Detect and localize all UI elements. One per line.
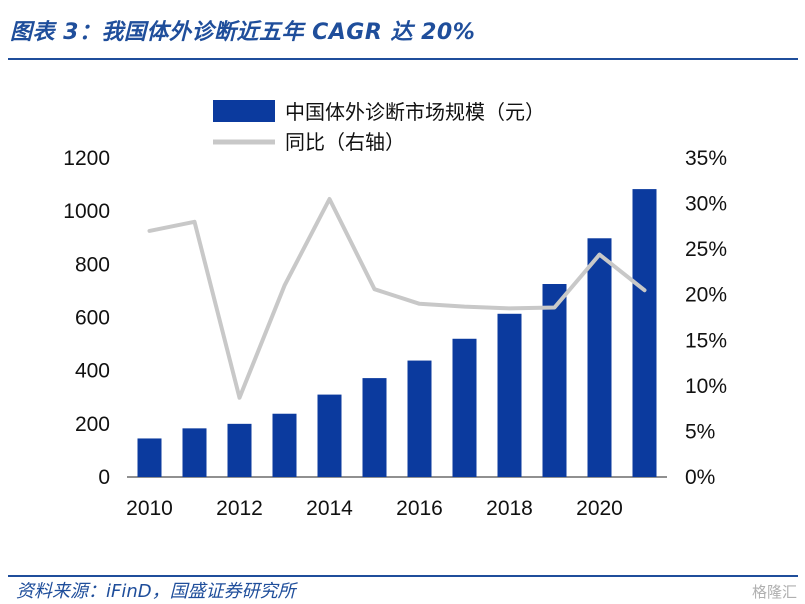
bar-2020	[587, 238, 612, 477]
bar-2015	[362, 378, 387, 477]
source-divider	[8, 575, 798, 577]
y-left-tick-label: 200	[75, 413, 110, 436]
y-right-tick-label: 10%	[685, 375, 727, 398]
y-left-tick-label: 600	[75, 307, 110, 330]
chart: 0 200 400 600 800 1000 1200 0% 5% 10% 15% 20% 25% 30…	[63, 100, 727, 520]
bar-2010	[137, 438, 162, 477]
bar-2011	[182, 428, 207, 477]
bar-2016	[407, 360, 432, 477]
bar-2014	[317, 394, 342, 477]
bar-2013	[272, 413, 297, 477]
y-left-tick-label: 800	[75, 253, 110, 276]
y-right-tick-label: 25%	[685, 238, 727, 261]
y-left-tick-label: 1200	[63, 147, 110, 170]
x-tick-label: 2016	[396, 497, 443, 520]
y-right-tick-label: 20%	[685, 284, 727, 307]
title-divider	[8, 58, 798, 60]
y-right-tick-label: 30%	[685, 193, 727, 216]
y-right-tick-label: 35%	[685, 147, 727, 170]
x-tick-label: 2018	[486, 497, 533, 520]
figure-title: 图表 3：我国体外诊断近五年 CAGR 达 20%	[10, 20, 476, 45]
bar-2012	[227, 423, 252, 477]
x-tick-label: 2020	[576, 497, 623, 520]
x-tick-label: 2012	[216, 497, 263, 520]
bar-2021	[632, 189, 657, 478]
y-left-tick-label: 1000	[63, 200, 110, 223]
y-left-tick-label: 0	[98, 466, 110, 489]
legend-swatch-bar	[213, 100, 275, 122]
legend-label-line: 同比（右轴）	[285, 131, 405, 154]
bar-2018	[497, 313, 522, 477]
y-right-tick-label: 15%	[685, 329, 727, 352]
y-left-tick-label: 400	[75, 360, 110, 383]
source-note: 资料来源：iFinD，国盛证券研究所	[16, 581, 296, 602]
bar-2017	[452, 338, 477, 477]
series-line-yoy	[147, 197, 647, 400]
y-right-tick-label: 5%	[685, 420, 715, 443]
x-tick-label: 2010	[126, 497, 173, 520]
x-tick-label: 2014	[306, 497, 353, 520]
legend-label-bar: 中国体外诊断市场规模（元）	[285, 101, 545, 124]
y-right-tick-label: 0%	[685, 466, 715, 489]
bar-2019	[542, 284, 567, 477]
watermark: 格隆汇	[751, 583, 797, 601]
